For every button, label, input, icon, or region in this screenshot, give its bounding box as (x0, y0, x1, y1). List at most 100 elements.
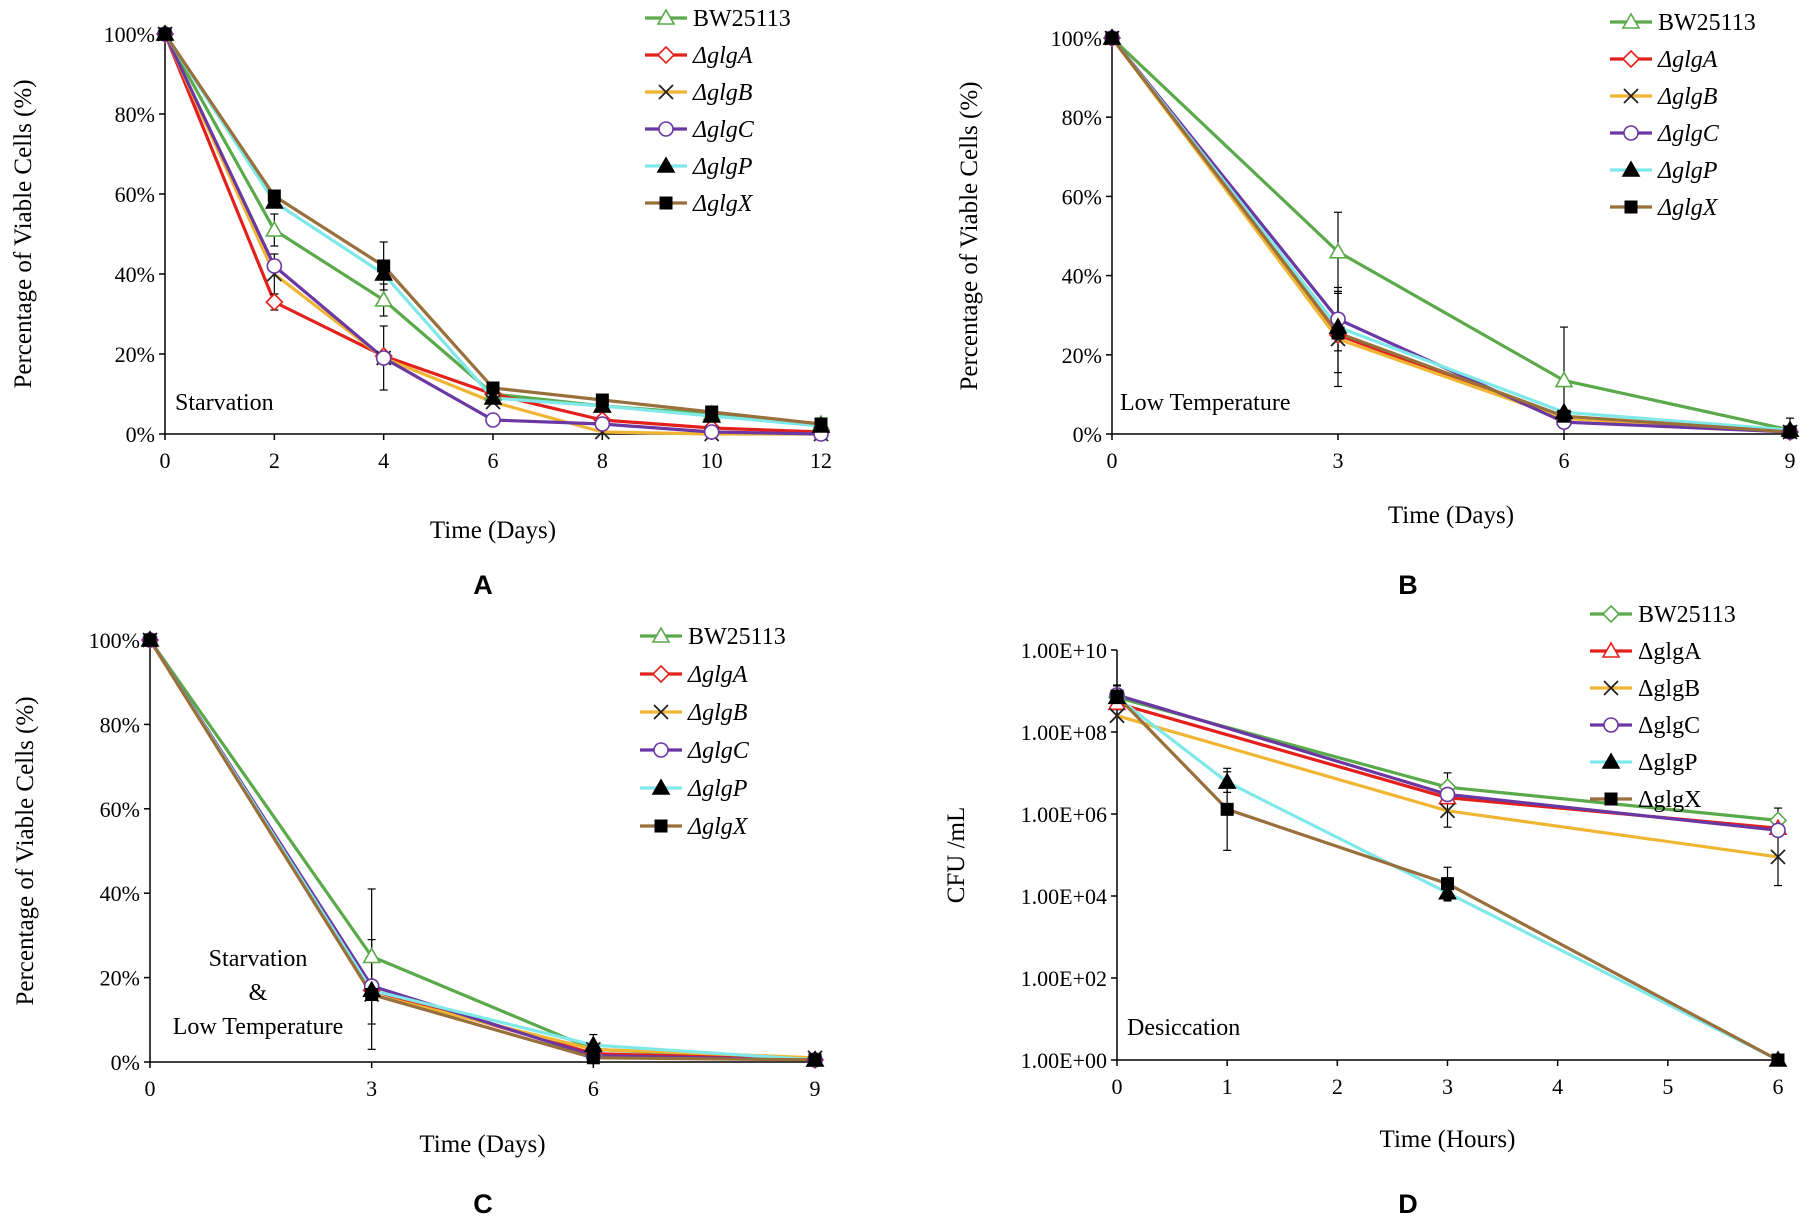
x-tick-label: 3 (1333, 448, 1344, 473)
series-markers (140, 630, 825, 1070)
legend-marker-glgC (1603, 717, 1619, 733)
data-point-BW25113 (1554, 370, 1574, 388)
y-tick-label: 20% (100, 966, 140, 991)
panel-letter: C (473, 1189, 493, 1219)
x-axis-title: Time (Days) (1388, 502, 1514, 529)
legend-marker-glgB (1623, 88, 1639, 104)
legend: BW25113 ΔglgA ΔglgB ΔglgC ΔglgP ΔglgX (645, 6, 791, 217)
legend-marker-glgP (1621, 160, 1641, 177)
data-point-glgX (586, 1051, 600, 1065)
x-tick-label: 0 (1112, 1074, 1123, 1099)
legend-label-glgA: ΔglgA (1638, 639, 1702, 665)
x-tick-label: 12 (810, 448, 832, 473)
data-point-BW25113 (264, 220, 284, 237)
data-point-glgX (1771, 1053, 1785, 1067)
legend-label-BW25113: BW25113 (693, 6, 791, 32)
x-axis-title: Time (Days) (419, 1131, 545, 1158)
x-axis-title: Time (Hours) (1380, 1126, 1516, 1153)
data-point-glgX (1783, 425, 1797, 439)
panel-c: 0% 20% 40% 60% 80% 100% 0 3 6 9 Time (Days) Percent… (12, 624, 825, 1219)
series-markers (155, 24, 831, 442)
legend-marker-glgA (651, 664, 671, 684)
y-tick-label: 100% (89, 628, 140, 653)
condition-label: Desiccation (1127, 1015, 1240, 1041)
condition-label: Starvation (175, 390, 274, 416)
legend-label-glgB: ΔglgB (687, 700, 748, 726)
legend-label-BW25113: BW25113 (1638, 602, 1736, 628)
condition-label: & (249, 980, 268, 1006)
legend-marker-glgX (659, 196, 673, 210)
x-tick-label: 3 (366, 1076, 377, 1101)
legend-label-BW25113: BW25113 (1658, 10, 1756, 36)
y-tick-label: 100% (104, 22, 155, 47)
x-tick-label: 0 (145, 1076, 156, 1101)
y-tick-label: 80% (100, 712, 140, 737)
legend-label-glgX: ΔglgX (1657, 195, 1719, 221)
legend-marker-glgP (1601, 752, 1621, 769)
x-tick-label: 6 (588, 1076, 599, 1101)
x-tick-label: 2 (269, 448, 280, 473)
data-point-BW25113 (362, 946, 382, 964)
legend-marker-glgA (1621, 49, 1641, 69)
data-point-glgC (375, 350, 392, 366)
legend-label-glgA: ΔglgA (687, 662, 748, 688)
data-point-glgX (1331, 326, 1345, 340)
legend-label-glgP: ΔglgP (1657, 158, 1718, 184)
panel-b: 0% 20% 40% 60% 80% 100% 0 3 6 9 Time (Days) Percent… (956, 10, 1800, 600)
y-tick-label: 40% (115, 262, 155, 287)
y-axis-title: CFU /mL (943, 807, 970, 904)
y-tick-label: 80% (1062, 105, 1102, 130)
y-tick-label: 60% (100, 797, 140, 822)
y-axis-title: Percentage of Viable Cells (%) (12, 696, 39, 1005)
legend-label-glgB: ΔglgB (1638, 676, 1700, 702)
legend-label-glgB: ΔglgB (692, 80, 753, 106)
legend-marker-glgB (1603, 680, 1619, 696)
series-line-glgX (1110, 37, 1791, 434)
y-tick-label: 0% (1073, 422, 1102, 447)
legend-label-glgX: ΔglgX (687, 814, 749, 840)
data-point-glgX (158, 27, 172, 41)
legend: BW25113 ΔglgA ΔglgB ΔglgC ΔglgP ΔglgX (640, 624, 786, 840)
x-tick-label: 2 (1332, 1074, 1343, 1099)
y-tick-label: 0% (126, 422, 155, 447)
y-tick-label: 1.00E+10 (1021, 638, 1107, 663)
legend-label-glgP: ΔglgP (1638, 750, 1697, 776)
legend-label-BW25113: BW25113 (688, 624, 786, 650)
legend-marker-glgC (658, 121, 674, 137)
y-tick-label: 40% (100, 881, 140, 906)
data-point-glgX (1105, 31, 1119, 45)
data-point-glgX (1441, 877, 1454, 891)
series-line-glgP (1110, 37, 1791, 432)
y-tick-label: 40% (1062, 264, 1102, 289)
legend-label-glgP: ΔglgP (692, 154, 753, 180)
data-point-glgX (365, 987, 379, 1001)
y-tick-label: 100% (1051, 26, 1102, 51)
legend-label-glgA: ΔglgA (692, 43, 753, 69)
error-bars (367, 888, 598, 1057)
condition-label: Low Temperature (173, 1014, 343, 1040)
series-line-glgP (1116, 696, 1779, 1062)
legend-label-glgP: ΔglgP (687, 776, 748, 802)
data-point-glgX (595, 393, 609, 407)
data-point-glgP (1438, 883, 1457, 900)
legend-label-glgB: ΔglgB (1657, 84, 1718, 110)
condition-label: Starvation (209, 946, 308, 972)
y-axis-title: Percentage of Viable Cells (%) (10, 79, 37, 388)
data-point-glgX (267, 189, 281, 203)
y-tick-label: 1.00E+04 (1021, 884, 1107, 909)
x-tick-label: 0 (160, 448, 171, 473)
y-tick-label: 0% (111, 1050, 140, 1075)
y-tick-label: 60% (115, 182, 155, 207)
legend-label-glgX: ΔglgX (1638, 787, 1701, 813)
condition-label: Low Temperature (1120, 390, 1290, 416)
series-markers (1107, 687, 1788, 1067)
y-tick-label: 20% (1062, 343, 1102, 368)
x-tick-label: 9 (1785, 448, 1796, 473)
legend-marker-glgX (1604, 792, 1618, 806)
legend-label-glgA: ΔglgA (1657, 47, 1718, 73)
data-point-BW25113 (1328, 242, 1348, 259)
error-bars (1334, 211, 1794, 435)
legend-marker-glgX (654, 819, 668, 833)
series-lines (1110, 36, 1791, 434)
